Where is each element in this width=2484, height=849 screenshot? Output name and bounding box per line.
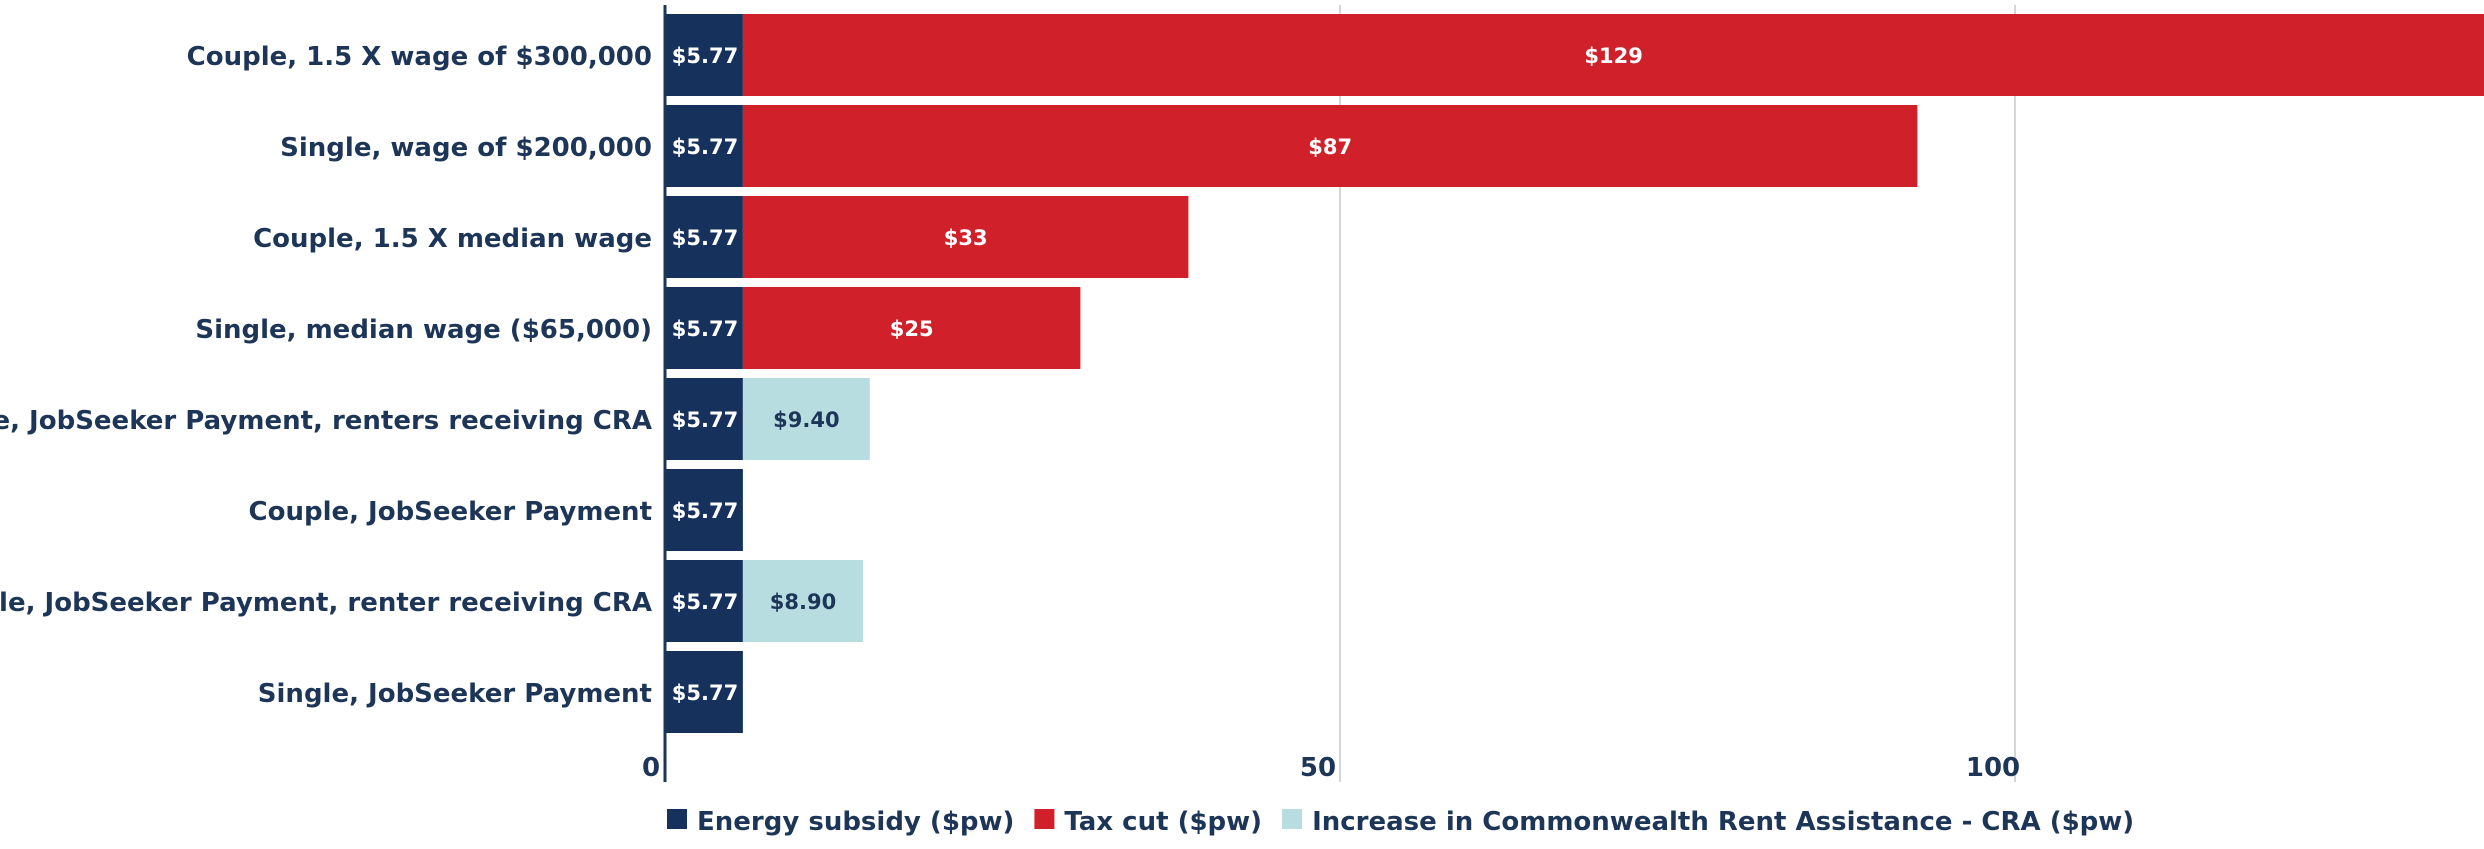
category-label: Couple, JobSeeker Payment, renters recei… — [0, 406, 652, 436]
data-label: $25 — [890, 317, 934, 341]
bar-segment — [742, 560, 864, 642]
legend-item[interactable]: Increase in Commonwealth Rent Assistance… — [1282, 807, 2134, 837]
category-label: Couple, 1.5 X wage of $300,000 — [187, 42, 652, 72]
category-label: Couple, JobSeeker Payment — [249, 497, 653, 527]
data-label: $8.90 — [770, 590, 836, 614]
data-label: $5.77 — [672, 44, 738, 68]
data-label: $5.77 — [672, 135, 738, 159]
legend-item[interactable]: Tax cut ($pw) — [1034, 807, 1262, 837]
legend-label: Tax cut ($pw) — [1064, 807, 1262, 837]
x-tick-label: 0 — [642, 753, 660, 783]
bar-segment — [665, 560, 743, 642]
bar-segment — [742, 105, 1918, 187]
bars: $5.77 $129 $5.77 $87 $5.77 $33 $5.77 $25 $5.77 $9… — [665, 14, 2484, 733]
category-label: Single, median wage ($65,000) — [195, 315, 652, 345]
legend-swatch — [1282, 809, 1303, 829]
x-tick-label: 50 — [1300, 753, 1336, 783]
category-labels: Couple, 1.5 X wage of $300,000 Single, wa… — [0, 42, 652, 709]
category-label: Couple, 1.5 X median wage — [253, 224, 652, 254]
bar-segment — [665, 14, 743, 96]
category-label: Single, JobSeeker Payment, renter receiv… — [0, 588, 652, 618]
data-label: $5.77 — [672, 408, 738, 432]
data-label: $5.77 — [672, 317, 738, 341]
category-label: Single, JobSeeker Payment — [258, 679, 652, 709]
legend-item[interactable]: Energy subsidy ($pw) — [667, 807, 1014, 837]
data-label: $5.77 — [672, 590, 738, 614]
bar-segment — [665, 469, 743, 551]
bar-segment — [742, 287, 1081, 369]
legend: Energy subsidy ($pw) Tax cut ($pw) Increas… — [667, 807, 2134, 837]
data-label: $33 — [944, 226, 988, 250]
bar-segment — [665, 651, 743, 733]
data-label: $5.77 — [672, 499, 738, 523]
legend-label: Energy subsidy ($pw) — [697, 807, 1014, 837]
bar-segment — [665, 378, 743, 460]
data-label: $5.77 — [672, 226, 738, 250]
data-label: $9.40 — [773, 408, 839, 432]
bar-segment — [665, 105, 743, 187]
data-label: $87 — [1308, 135, 1352, 159]
bar-segment — [742, 196, 1189, 278]
bar-segment — [665, 287, 743, 369]
bar-segment — [665, 196, 743, 278]
data-label: $129 — [1584, 44, 1642, 68]
bar-segment — [742, 14, 2484, 96]
x-axis-ticks: 0 50 100 — [642, 753, 2020, 783]
bar-segment — [742, 378, 870, 460]
data-label: $5.77 — [672, 681, 738, 705]
x-tick-label: 100 — [1966, 753, 2020, 783]
category-label: Single, wage of $200,000 — [280, 133, 652, 163]
legend-label: Increase in Commonwealth Rent Assistance… — [1312, 807, 2134, 837]
legend-swatch — [667, 809, 687, 829]
legend-swatch — [1034, 809, 1055, 829]
